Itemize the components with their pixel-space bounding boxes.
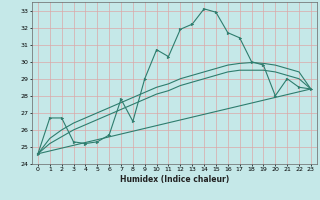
X-axis label: Humidex (Indice chaleur): Humidex (Indice chaleur) xyxy=(120,175,229,184)
